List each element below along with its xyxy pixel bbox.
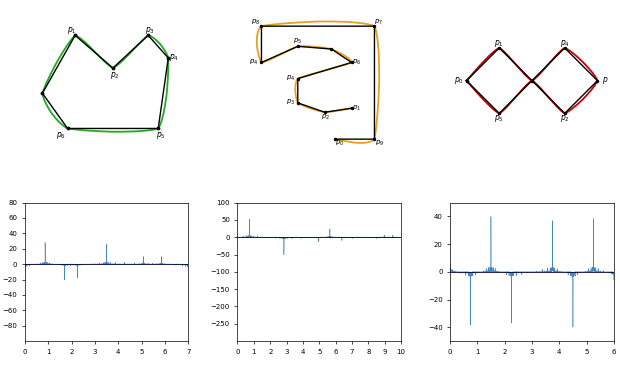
Text: $p_1$: $p_1$ (352, 103, 361, 113)
Text: $p_3$: $p_3$ (286, 98, 296, 107)
Text: $p_6$: $p_6$ (352, 58, 361, 67)
Text: $p_0$: $p_0$ (335, 139, 344, 148)
Text: $p_0$: $p_0$ (454, 75, 464, 86)
Text: $p_4$: $p_4$ (560, 38, 570, 49)
Text: $p_2$: $p_2$ (322, 113, 330, 122)
Text: $p_8$: $p_8$ (252, 17, 261, 27)
Text: $p_7$: $p_7$ (374, 17, 383, 27)
Text: $p_5$: $p_5$ (156, 130, 166, 141)
Text: $p_2$: $p_2$ (110, 70, 120, 81)
Text: $p_3$: $p_3$ (145, 25, 155, 36)
Text: $p_1$: $p_1$ (66, 25, 76, 36)
Text: $p$: $p$ (602, 75, 608, 86)
Text: $p_4$: $p_4$ (169, 52, 179, 64)
Text: $p_1$: $p_1$ (494, 38, 504, 49)
Text: $p_9$: $p_9$ (375, 139, 384, 148)
Text: $p_6$: $p_6$ (56, 130, 66, 141)
Text: $p_5$: $p_5$ (293, 37, 303, 46)
Text: $p_4$: $p_4$ (286, 74, 296, 83)
Text: $p_4$: $p_4$ (249, 58, 259, 67)
Text: $p_2$: $p_2$ (560, 113, 570, 124)
Text: $p_5$: $p_5$ (494, 113, 504, 124)
